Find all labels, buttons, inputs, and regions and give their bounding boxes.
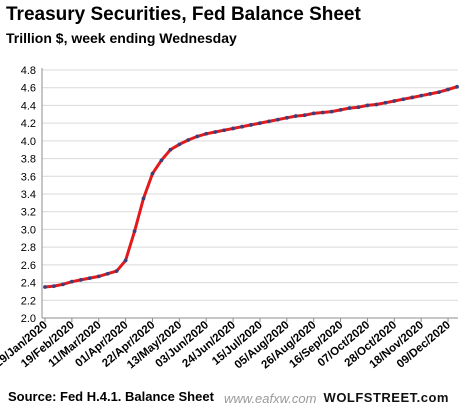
data-point bbox=[446, 87, 450, 92]
data-point bbox=[123, 258, 128, 263]
data-point bbox=[329, 109, 334, 114]
data-point bbox=[61, 282, 65, 287]
y-tick-label: 2.2 bbox=[21, 295, 36, 307]
y-tick-label: 2.8 bbox=[21, 242, 36, 254]
data-point bbox=[401, 97, 406, 102]
data-point bbox=[114, 269, 119, 273]
y-tick-label: 4.6 bbox=[21, 83, 36, 95]
data-point bbox=[69, 279, 74, 284]
y-tick-label: 3.6 bbox=[21, 171, 36, 183]
data-point bbox=[455, 84, 459, 89]
data-point bbox=[240, 124, 244, 129]
data-point bbox=[293, 114, 298, 118]
chart-title: Treasury Securities, Fed Balance Sheet bbox=[6, 4, 361, 25]
data-point bbox=[320, 110, 325, 115]
axes bbox=[41, 68, 458, 322]
gridlines bbox=[42, 69, 458, 319]
data-point bbox=[132, 229, 137, 234]
y-tick-label: 2.0 bbox=[21, 313, 36, 325]
data-point bbox=[392, 99, 397, 103]
data-point bbox=[437, 90, 441, 95]
y-tick-label: 2.6 bbox=[21, 260, 36, 272]
data-point bbox=[356, 105, 361, 110]
watermark: www.eafxw.com bbox=[224, 391, 317, 406]
data-point bbox=[150, 171, 155, 176]
data-point bbox=[302, 113, 307, 118]
data-point bbox=[159, 158, 164, 163]
y-tick-label: 3.2 bbox=[21, 207, 36, 219]
y-tick-label: 4.2 bbox=[21, 118, 36, 130]
y-tick-label: 4.0 bbox=[21, 136, 36, 148]
data-point bbox=[428, 92, 433, 96]
series bbox=[43, 84, 459, 289]
y-tick-label: 2.4 bbox=[21, 278, 36, 290]
data-point bbox=[338, 107, 343, 112]
data-point bbox=[249, 123, 253, 127]
data-point bbox=[231, 126, 235, 131]
y-tick-label: 3.8 bbox=[21, 154, 36, 166]
data-point bbox=[410, 95, 415, 100]
data-point bbox=[419, 93, 424, 98]
x-tick-labels: 29/Jan/202019/Feb/202011/Mar/202001/Apr/… bbox=[0, 319, 453, 371]
data-point bbox=[87, 276, 92, 281]
data-point bbox=[311, 111, 316, 116]
source-note: Source: Fed H.4.1. Balance Sheet bbox=[8, 389, 214, 404]
data-point bbox=[195, 134, 200, 139]
data-point bbox=[275, 117, 280, 122]
data-point bbox=[52, 284, 56, 289]
data-point bbox=[78, 278, 83, 282]
data-point bbox=[168, 147, 173, 152]
data-point bbox=[267, 119, 271, 124]
chart-subtitle: Trillion $, week ending Wednesday bbox=[6, 30, 237, 46]
y-tick-label: 4.4 bbox=[21, 100, 36, 112]
data-point bbox=[96, 274, 101, 279]
y-tick-labels: 2.0 2.2 2.4 2.6 2.8 3.0 3.2 3.4 3.6 3.8 4.0 4.2 4.4 4… bbox=[21, 65, 36, 325]
data-point bbox=[105, 271, 110, 276]
data-point bbox=[222, 128, 227, 133]
data-point bbox=[43, 285, 47, 289]
y-tick-label: 4.8 bbox=[21, 65, 36, 77]
data-point bbox=[177, 142, 182, 147]
data-point bbox=[204, 131, 209, 136]
data-point bbox=[284, 115, 289, 120]
data-point bbox=[383, 100, 388, 105]
data-point bbox=[365, 103, 370, 108]
y-tick-label: 3.4 bbox=[21, 189, 36, 201]
data-point bbox=[186, 138, 191, 142]
data-point bbox=[213, 130, 218, 134]
wolfstreet-logo: WOLFSTREET.com bbox=[323, 390, 449, 405]
data-point bbox=[258, 121, 262, 126]
data-point bbox=[141, 196, 146, 201]
data-point bbox=[347, 106, 352, 110]
data-point bbox=[374, 102, 379, 107]
y-tick-label: 3.0 bbox=[21, 224, 36, 236]
series-line bbox=[44, 85, 458, 289]
